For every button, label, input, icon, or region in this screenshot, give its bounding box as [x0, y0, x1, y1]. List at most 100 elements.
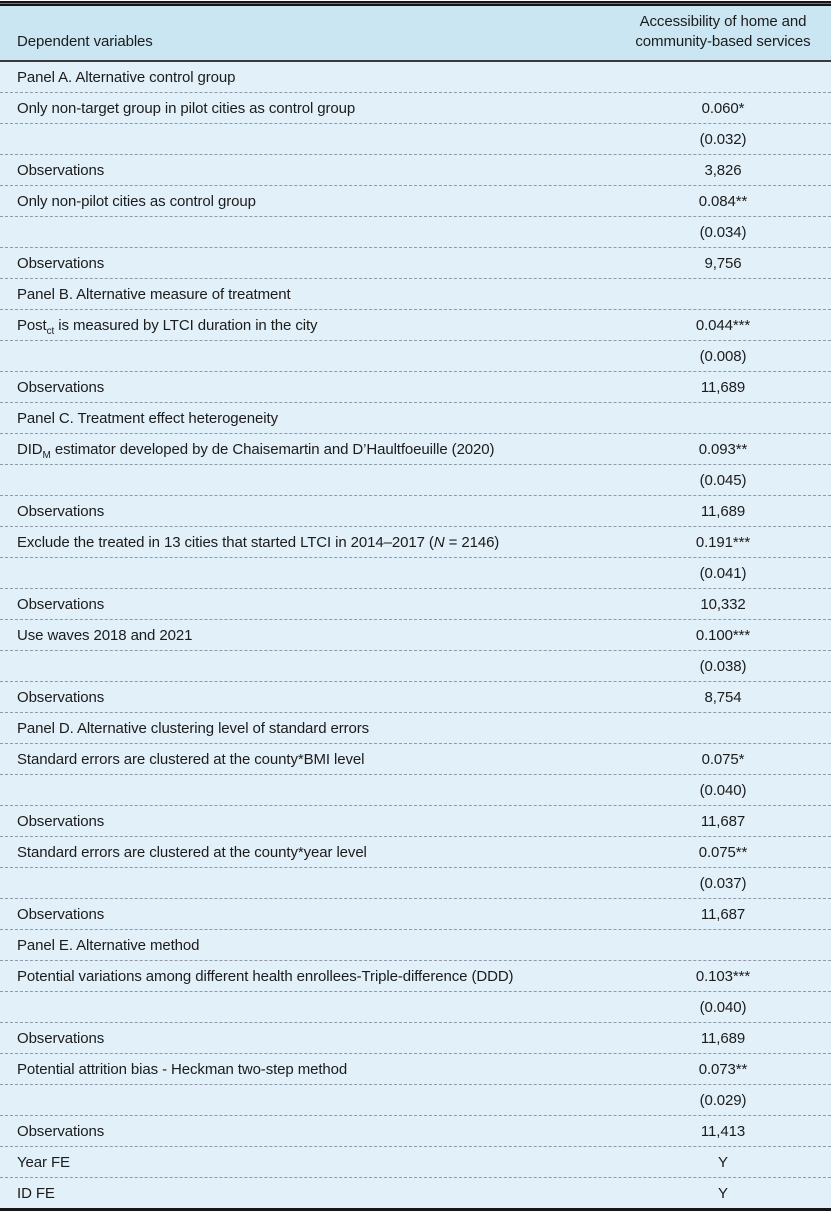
table-row: (0.034) [0, 216, 831, 247]
table-row: (0.008) [0, 340, 831, 371]
row-value: 9,756 [704, 254, 742, 272]
panel-header-row: Panel E. Alternative method [0, 929, 831, 960]
row-label: Standard errors are clustered at the cou… [17, 750, 365, 768]
row-label: Year FE [17, 1153, 70, 1171]
row-value: 3,826 [704, 161, 742, 179]
table-row: Observations 8,754 [0, 681, 831, 712]
row-value: 0.060* [701, 99, 745, 117]
table-row: DIDM estimator developed by de Chaisemar… [0, 433, 831, 464]
row-value: 11,689 [700, 502, 746, 520]
row-label: Only non-pilot cities as control group [17, 192, 256, 210]
table-row: (0.032) [0, 123, 831, 154]
table-row: Observations 3,826 [0, 154, 831, 185]
panel-header-row: Panel C. Treatment effect heterogeneity [0, 402, 831, 433]
row-value: 0.075** [698, 843, 748, 861]
row-label: Postct is measured by LTCI duration in t… [17, 316, 318, 337]
row-value: 0.093** [698, 440, 748, 458]
row-value: Y [718, 1184, 728, 1202]
row-value: 8,754 [704, 688, 742, 706]
row-value: (0.040) [699, 781, 747, 799]
row-label: Standard errors are clustered at the cou… [17, 843, 367, 861]
table-row: (0.037) [0, 867, 831, 898]
table-row: (0.041) [0, 557, 831, 588]
row-value: 0.191*** [695, 533, 751, 551]
table-row: Potential variations among different hea… [0, 960, 831, 991]
panel-title: Panel B. Alternative measure of treatmen… [17, 285, 291, 303]
table-row: Standard errors are clustered at the cou… [0, 836, 831, 867]
table-header-row: Dependent variables Accessibility of hom… [0, 6, 831, 62]
panel-header-row: Panel D. Alternative clustering level of… [0, 712, 831, 743]
panel-title: Panel C. Treatment effect heterogeneity [17, 409, 278, 427]
row-value: (0.029) [699, 1091, 747, 1109]
row-value: 0.075* [701, 750, 745, 768]
table-body: Panel A. Alternative control group Only n… [0, 62, 831, 1208]
panel-header-row: Panel B. Alternative measure of treatmen… [0, 278, 831, 309]
table-row: Only non-target group in pilot cities as… [0, 92, 831, 123]
table-row: Exclude the treated in 13 cities that st… [0, 526, 831, 557]
table-row: (0.045) [0, 464, 831, 495]
row-label: Only non-target group in pilot cities as… [17, 99, 356, 117]
row-value: 11,689 [700, 378, 746, 396]
panel-header-row: Panel A. Alternative control group [0, 62, 831, 92]
row-label: Potential attrition bias - Heckman two-s… [17, 1060, 348, 1078]
row-value: (0.008) [699, 347, 747, 365]
table-row: ID FE Y [0, 1177, 831, 1208]
row-value: 0.103*** [695, 967, 751, 985]
row-label: Observations [17, 905, 105, 923]
table-row: Observations 10,332 [0, 588, 831, 619]
row-label: Observations [17, 595, 105, 613]
table-row: Potential attrition bias - Heckman two-s… [0, 1053, 831, 1084]
row-label: Observations [17, 502, 105, 520]
row-label: Observations [17, 688, 105, 706]
panel-title: Panel D. Alternative clustering level of… [17, 719, 370, 737]
table-row: (0.040) [0, 991, 831, 1022]
table-row: Observations 11,687 [0, 898, 831, 929]
row-value: 11,687 [700, 812, 746, 830]
table-row: Observations 11,689 [0, 1022, 831, 1053]
row-value: (0.040) [699, 998, 747, 1016]
table-row: Use waves 2018 and 2021 0.100*** [0, 619, 831, 650]
row-value: 0.044*** [695, 316, 751, 334]
table-row: Standard errors are clustered at the cou… [0, 743, 831, 774]
row-label: Potential variations among different hea… [17, 967, 514, 985]
row-value: (0.037) [699, 874, 747, 892]
row-label: Observations [17, 1029, 105, 1047]
table-bottom-rule [0, 1208, 831, 1211]
table-row: Observations 11,689 [0, 495, 831, 526]
row-label: Observations [17, 1122, 105, 1140]
row-value: 11,413 [700, 1122, 746, 1140]
row-value: 11,689 [700, 1029, 746, 1047]
row-value: 11,687 [700, 905, 746, 923]
table-row: Postct is measured by LTCI duration in t… [0, 309, 831, 340]
table-row: (0.040) [0, 774, 831, 805]
row-value: (0.041) [699, 564, 747, 582]
table-top-rule [0, 1, 831, 6]
row-value: (0.045) [699, 471, 747, 489]
row-label: Use waves 2018 and 2021 [17, 626, 193, 644]
row-label: Observations [17, 378, 105, 396]
row-value: 10,332 [700, 595, 746, 613]
table-row: Observations 11,689 [0, 371, 831, 402]
table-row: (0.029) [0, 1084, 831, 1115]
table-row: (0.038) [0, 650, 831, 681]
table-row: Observations 11,687 [0, 805, 831, 836]
row-label: Observations [17, 161, 105, 179]
row-value: 0.084** [698, 192, 748, 210]
row-label: ID FE [17, 1184, 55, 1202]
row-label: Observations [17, 812, 105, 830]
table-row: Observations 9,756 [0, 247, 831, 278]
row-value: (0.034) [699, 223, 747, 241]
header-dependent-variables: Dependent variables [17, 33, 153, 50]
row-label: DIDM estimator developed by de Chaisemar… [17, 440, 495, 461]
panel-title: Panel E. Alternative method [17, 936, 200, 954]
panel-title: Panel A. Alternative control group [17, 68, 236, 86]
row-value: Y [718, 1153, 728, 1171]
row-value: 0.100*** [695, 626, 751, 644]
row-label: Exclude the treated in 13 cities that st… [17, 533, 500, 551]
row-value: 0.073** [698, 1060, 748, 1078]
table-row: Year FE Y [0, 1146, 831, 1177]
header-outcome-column: Accessibility of home and community-base… [635, 13, 811, 50]
row-value: (0.032) [699, 130, 747, 148]
table-row: Observations 11,413 [0, 1115, 831, 1146]
